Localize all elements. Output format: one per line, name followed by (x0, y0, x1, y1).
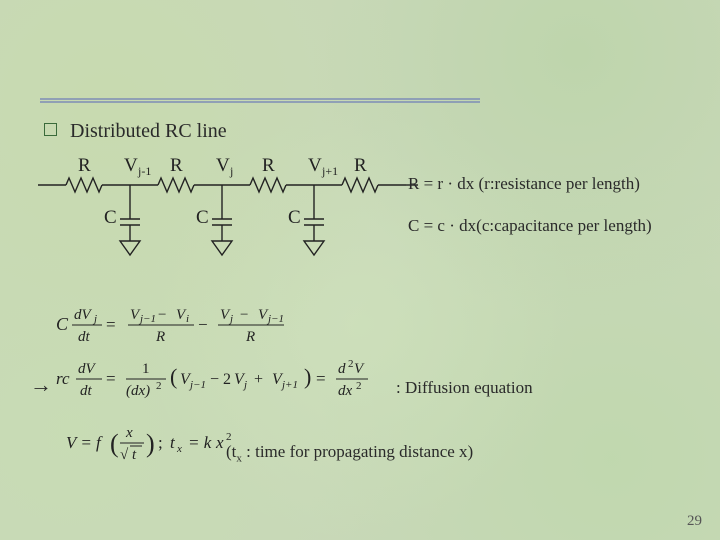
svg-text:;: ; (158, 433, 163, 452)
svg-text:√: √ (120, 447, 129, 463)
svg-text:C: C (104, 207, 117, 228)
svg-text:x: x (215, 433, 224, 452)
svg-text:j+1: j+1 (321, 164, 338, 178)
svg-text:C: C (56, 314, 69, 334)
title-rule-1 (40, 98, 480, 100)
svg-text:−: − (158, 308, 166, 323)
svg-text:R: R (155, 329, 165, 345)
svg-text:dV: dV (74, 308, 93, 323)
bullet-line: Distributed RC line (44, 120, 227, 143)
svg-text:=: = (106, 369, 116, 388)
bullet-box-icon (44, 123, 57, 136)
capacitance-definition: C = c · dx(c:capacitance per length) (408, 216, 652, 236)
svg-text:j: j (92, 313, 97, 325)
svg-text:1: 1 (142, 361, 150, 377)
svg-text:R: R (262, 155, 275, 176)
page-number: 29 (687, 513, 702, 530)
svg-text:j−1: j−1 (266, 313, 284, 325)
svg-text:rc: rc (56, 369, 70, 388)
svg-text:−: − (240, 308, 248, 323)
svg-text:−: − (198, 315, 208, 334)
svg-text:j−1: j−1 (138, 313, 156, 325)
svg-text:=: = (316, 369, 326, 388)
svg-text:j−1: j−1 (188, 379, 206, 391)
svg-text:2: 2 (356, 380, 362, 392)
svg-text:R: R (170, 155, 183, 176)
svg-text:(: ( (110, 429, 119, 458)
svg-text:dV: dV (78, 361, 97, 377)
svg-text:j+1: j+1 (280, 379, 298, 391)
rc-ladder-diagram: R C Vj-1 R C Vj R C Vj+1 R (20, 150, 420, 285)
svg-text:(dx): (dx) (126, 383, 150, 399)
svg-text:d: d (338, 361, 346, 377)
svg-text:R: R (78, 155, 91, 176)
svg-text:j: j (229, 164, 233, 178)
svg-text:i: i (186, 313, 189, 325)
equations-block: CdVjdt = Vj−1 − ViR − Vj − Vj−1RrcdVdt =… (56, 308, 696, 513)
svg-text:t: t (132, 447, 137, 463)
svg-text:t: t (170, 433, 176, 452)
resistance-definition: R = r · dx (r:resistance per length) (408, 174, 640, 194)
svg-text:x: x (125, 425, 133, 441)
svg-text:V: V (308, 155, 322, 176)
svg-text:C: C (196, 207, 209, 228)
svg-text:j-1: j-1 (137, 164, 151, 178)
svg-text:): ) (304, 364, 311, 389)
svg-text:V: V (124, 155, 138, 176)
svg-text:): ) (146, 429, 155, 458)
svg-text:C: C (288, 207, 301, 228)
svg-text:=: = (106, 315, 116, 334)
svg-text:V = f: V = f (66, 433, 103, 452)
bullet-text: Distributed RC line (70, 120, 227, 142)
svg-text:2: 2 (156, 380, 162, 392)
svg-text:= k: = k (188, 433, 212, 452)
svg-text:dt: dt (80, 383, 93, 399)
svg-text:V: V (354, 361, 365, 377)
title-rule-2 (40, 101, 480, 103)
implies-arrow-icon: → (30, 372, 52, 398)
svg-text:+: + (254, 371, 263, 388)
svg-text:− 2: − 2 (210, 371, 231, 388)
svg-text:(: ( (170, 364, 177, 389)
svg-text:V: V (216, 155, 230, 176)
diffusion-equation-label: : Diffusion equation (396, 378, 533, 398)
svg-text:2: 2 (348, 358, 354, 370)
svg-text:dt: dt (78, 329, 91, 345)
svg-text:R: R (245, 329, 255, 345)
svg-text:x: x (176, 443, 182, 455)
tx-definition-label: (tx : time for propagating distance x) (226, 442, 473, 464)
svg-text:R: R (354, 155, 367, 176)
svg-text:dx: dx (338, 383, 353, 399)
